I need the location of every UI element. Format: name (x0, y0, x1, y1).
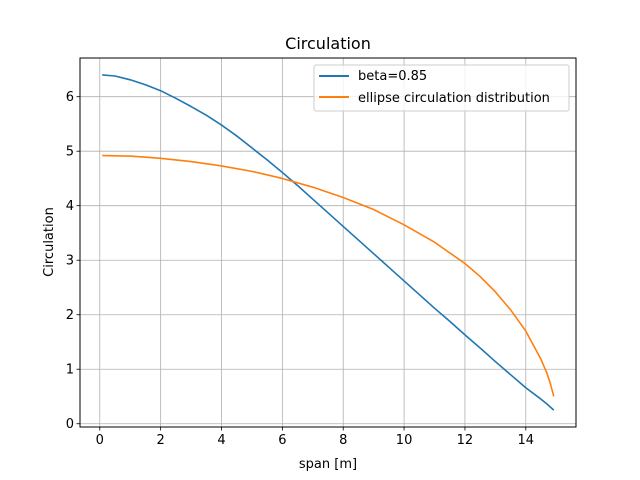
x-axis-label: span [m] (299, 457, 357, 472)
series-line-0 (102, 74, 555, 411)
y-tick-label: 6 (66, 90, 74, 105)
y-tick-label: 3 (66, 254, 74, 269)
legend-entry-beta: beta=0.85 (358, 69, 427, 84)
plot-frame (79, 57, 577, 428)
legend-entry-ellipse: ellipse circulation distribution (358, 91, 550, 106)
x-tick-label: 0 (96, 433, 104, 448)
x-tick-label: 12 (457, 433, 474, 448)
x-tick-label: 6 (278, 433, 286, 448)
y-tick-label: 5 (66, 145, 74, 160)
x-tick-label: 14 (518, 433, 535, 448)
x-tick-label: 10 (396, 433, 413, 448)
y-tick-label: 4 (66, 199, 74, 214)
x-tick-label: 8 (339, 433, 347, 448)
legend: beta=0.85 ellipse circulation distributi… (313, 64, 570, 112)
x-tick-label: 4 (217, 433, 225, 448)
x-tick-label: 2 (156, 433, 164, 448)
legend-box (313, 64, 570, 112)
y-axis-label: Circulation (42, 207, 57, 277)
y-tick-label: 1 (66, 363, 74, 378)
series-lines (102, 74, 555, 411)
y-tick-label: 0 (66, 417, 74, 432)
y-tick-label: 2 (66, 308, 74, 323)
chart-title: Circulation (285, 34, 371, 53)
series-line-1 (102, 154, 555, 397)
